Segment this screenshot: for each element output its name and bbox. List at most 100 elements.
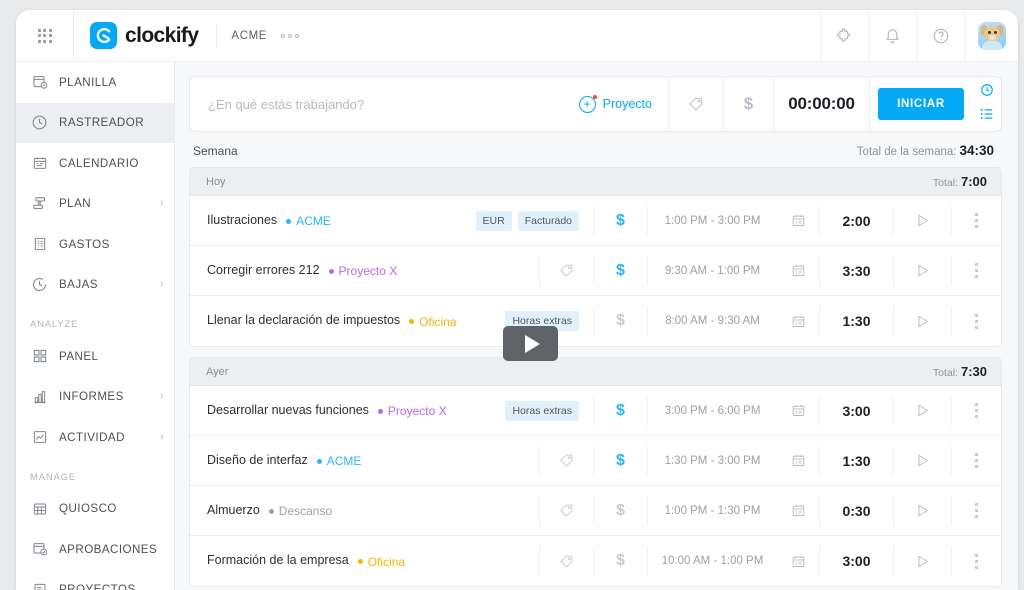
entry-tag-button[interactable] (539, 446, 593, 476)
entry-project[interactable]: Proyecto X (378, 404, 447, 418)
sidebar-item-rastreador[interactable]: RASTREADOR (16, 103, 174, 144)
entry-duration[interactable]: 3:00 (819, 546, 893, 576)
entry-tag-button[interactable] (539, 256, 593, 286)
reports-bar-chart-icon (30, 387, 49, 406)
entry-tag-button[interactable] (539, 546, 593, 576)
entry-more-button[interactable] (951, 256, 1001, 286)
sidebar-item-plan[interactable]: PLAN › (16, 184, 174, 225)
entry-time-range[interactable]: 1:00 PM - 3:00 PM (647, 206, 777, 236)
sidebar-item-aprobaciones[interactable]: APROBACIONES (16, 529, 174, 570)
entry-duration[interactable]: 2:00 (819, 206, 893, 236)
billable-toggle[interactable]: $ (723, 77, 773, 131)
sidebar-item-quiosco[interactable]: QUIOSCO (16, 489, 174, 530)
entry-time-range[interactable]: 9:30 AM - 1:00 PM (647, 256, 777, 286)
sidebar-item-panel[interactable]: PANEL (16, 336, 174, 377)
add-project-button[interactable]: + Proyecto (563, 77, 668, 131)
entry-billable-toggle[interactable]: $ (593, 446, 647, 476)
entry-calendar-button[interactable] (777, 396, 819, 426)
entry-project[interactable]: ACME (286, 214, 331, 228)
entry-billable-toggle[interactable]: $ (593, 256, 647, 286)
entry-time-range[interactable]: 8:00 AM - 9:30 AM (647, 306, 777, 336)
entry-calendar-button[interactable] (777, 446, 819, 476)
entry-billable-toggle[interactable]: $ (593, 546, 647, 576)
help-circle-icon[interactable] (916, 10, 964, 62)
tag-chip[interactable]: EUR (476, 211, 512, 231)
main-content: ¿En qué estás trabajando? + Proyecto $ 0… (175, 62, 1018, 590)
entry-play-button[interactable] (893, 256, 951, 286)
apps-grid-button[interactable] (16, 10, 74, 62)
entry-duration[interactable]: 0:30 (819, 496, 893, 526)
entry-project[interactable]: Oficina (358, 555, 405, 569)
entry-calendar-button[interactable] (777, 256, 819, 286)
clock-mode-icon[interactable] (980, 83, 994, 102)
entry-play-button[interactable] (893, 546, 951, 576)
entry-time-range[interactable]: 10:00 AM - 1:00 PM (647, 546, 777, 576)
sidebar-item-proyectos[interactable]: PROYECTOS (16, 570, 174, 590)
entry-calendar-button[interactable] (777, 546, 819, 576)
entry-billable-toggle[interactable]: $ (593, 396, 647, 426)
workspace-selector[interactable]: ACME (217, 30, 313, 42)
sidebar-item-gastos[interactable]: GASTOS (16, 224, 174, 265)
entry-project[interactable]: ACME (317, 454, 362, 468)
add-tag-button[interactable] (668, 77, 723, 131)
tag-chip[interactable]: Facturado (518, 211, 579, 231)
entry-more-button[interactable] (951, 396, 1001, 426)
entry-play-button[interactable] (893, 206, 951, 236)
sidebar-item-planilla[interactable]: PLANILLA (16, 62, 174, 103)
sidebar-item-actividad[interactable]: ACTIVIDAD › (16, 417, 174, 458)
entry-more-button[interactable] (951, 446, 1001, 476)
entry-more-button[interactable] (951, 546, 1001, 576)
entry-duration[interactable]: 3:00 (819, 396, 893, 426)
sidebar-item-informes[interactable]: INFORMES › (16, 377, 174, 418)
video-play-icon[interactable] (503, 326, 558, 361)
list-mode-icon[interactable] (980, 107, 994, 125)
entry-calendar-button[interactable] (777, 496, 819, 526)
entry-duration[interactable]: 3:30 (819, 256, 893, 286)
entry-duration[interactable]: 1:30 (819, 306, 893, 336)
entry-more-button[interactable] (951, 306, 1001, 336)
entry-play-button[interactable] (893, 446, 951, 476)
entry-tag-button[interactable] (539, 496, 593, 526)
entry-duration[interactable]: 1:30 (819, 446, 893, 476)
entry-play-button[interactable] (893, 396, 951, 426)
bell-icon[interactable] (868, 10, 916, 62)
entry-billable-toggle[interactable]: $ (593, 306, 647, 336)
entry-time-range[interactable]: 1:00 PM - 1:30 PM (647, 496, 777, 526)
brand-logo[interactable]: clockify (74, 22, 216, 49)
sidebar-item-bajas[interactable]: BAJAS › (16, 265, 174, 306)
entry-billable-toggle[interactable]: $ (593, 206, 647, 236)
user-avatar[interactable] (964, 10, 1018, 62)
start-timer-button[interactable]: INICIAR (878, 88, 964, 120)
entry-project[interactable]: Proyecto X (329, 264, 398, 278)
more-horizontal-icon[interactable] (281, 34, 299, 38)
entry-time-range[interactable]: 1:30 PM - 3:00 PM (647, 446, 777, 476)
entry-calendar-button[interactable] (777, 206, 819, 236)
entry-play-button[interactable] (893, 496, 951, 526)
entry-more-button[interactable] (951, 206, 1001, 236)
entry-billable-toggle[interactable]: $ (593, 496, 647, 526)
timer-description-input[interactable]: ¿En qué estás trabajando? (190, 77, 563, 131)
sidebar-item-calendario[interactable]: CALENDARIO (16, 143, 174, 184)
entry-time-range[interactable]: 3:00 PM - 6:00 PM (647, 396, 777, 426)
entry-calendar-button[interactable] (777, 306, 819, 336)
entry-play-button[interactable] (893, 306, 951, 336)
entry-project[interactable]: Descanso (269, 504, 332, 518)
puzzle-icon[interactable] (820, 10, 868, 62)
tag-chip[interactable]: Horas extras (505, 401, 579, 421)
entry-project[interactable]: Oficina (409, 315, 456, 329)
entry-more-button[interactable] (951, 496, 1001, 526)
